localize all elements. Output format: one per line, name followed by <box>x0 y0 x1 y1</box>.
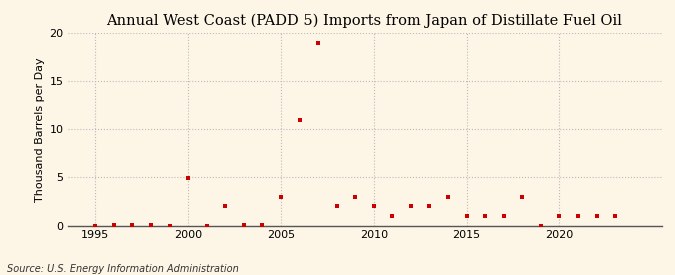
Point <box>201 223 212 228</box>
Point <box>350 194 360 199</box>
Point <box>257 222 268 227</box>
Point <box>498 214 509 218</box>
Point <box>461 214 472 218</box>
Point <box>127 222 138 227</box>
Title: Annual West Coast (PADD 5) Imports from Japan of Distillate Fuel Oil: Annual West Coast (PADD 5) Imports from … <box>107 13 622 28</box>
Point <box>90 223 101 228</box>
Point <box>164 223 175 228</box>
Point <box>109 222 119 227</box>
Point <box>535 223 546 228</box>
Point <box>238 222 249 227</box>
Point <box>554 214 565 218</box>
Point <box>406 204 416 208</box>
Point <box>480 214 491 218</box>
Point <box>424 204 435 208</box>
Point <box>183 176 194 180</box>
Point <box>387 214 398 218</box>
Point <box>331 204 342 208</box>
Point <box>517 194 528 199</box>
Text: Source: U.S. Energy Information Administration: Source: U.S. Energy Information Administ… <box>7 264 238 274</box>
Point <box>220 204 231 208</box>
Point <box>313 40 323 45</box>
Point <box>294 117 305 122</box>
Y-axis label: Thousand Barrels per Day: Thousand Barrels per Day <box>35 57 45 202</box>
Point <box>146 222 157 227</box>
Point <box>591 214 602 218</box>
Point <box>610 214 620 218</box>
Point <box>275 194 286 199</box>
Point <box>443 194 454 199</box>
Point <box>572 214 583 218</box>
Point <box>369 204 379 208</box>
